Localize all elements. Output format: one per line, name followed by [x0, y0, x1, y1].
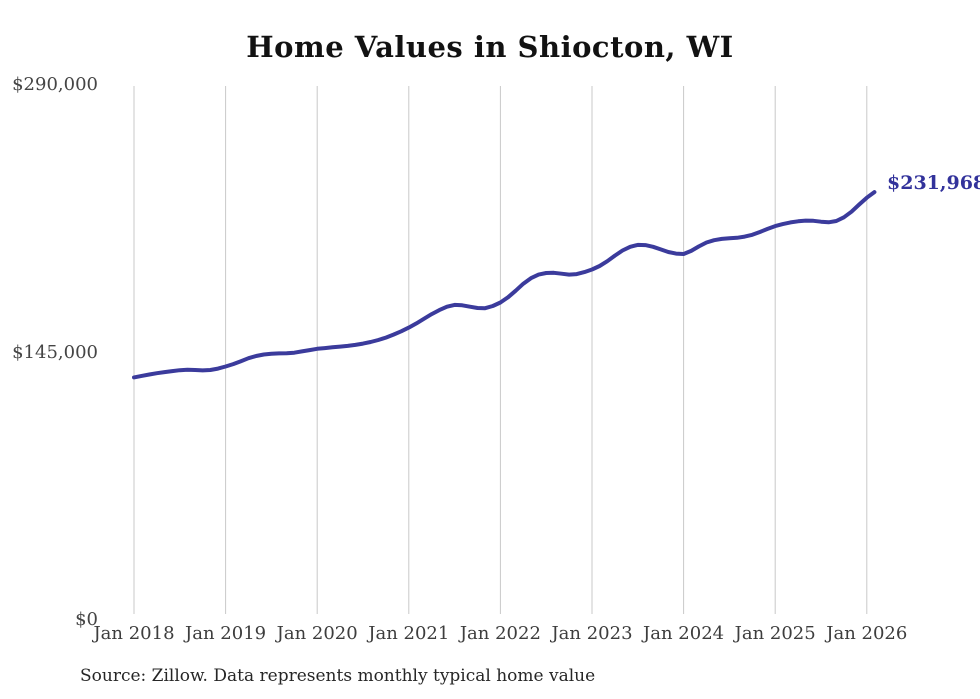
x-tick-label: Jan 2026 — [826, 623, 908, 644]
x-tick-label: Jan 2019 — [185, 623, 267, 644]
y-tick-label: $0 — [75, 609, 98, 630]
x-tick-label: Jan 2021 — [368, 623, 450, 644]
x-tick-label: Jan 2022 — [459, 623, 541, 644]
source-note: Source: Zillow. Data represents monthly … — [80, 666, 596, 686]
y-tick-label: $290,000 — [12, 74, 98, 95]
y-tick-label: $145,000 — [12, 341, 98, 363]
x-tick-label: Jan 2025 — [734, 623, 816, 644]
x-tick-label: Jan 2020 — [276, 623, 358, 644]
home-value-line — [132, 190, 877, 380]
x-tick-label: Jan 2018 — [93, 623, 175, 644]
chart-title: Home Values in Shiocton, WI — [246, 30, 734, 64]
x-tick-label: Jan 2023 — [551, 623, 633, 644]
latest-value-label: $231,968 — [887, 172, 980, 194]
vertical-gridlines — [133, 86, 868, 614]
x-tick-label: Jan 2024 — [643, 623, 725, 644]
